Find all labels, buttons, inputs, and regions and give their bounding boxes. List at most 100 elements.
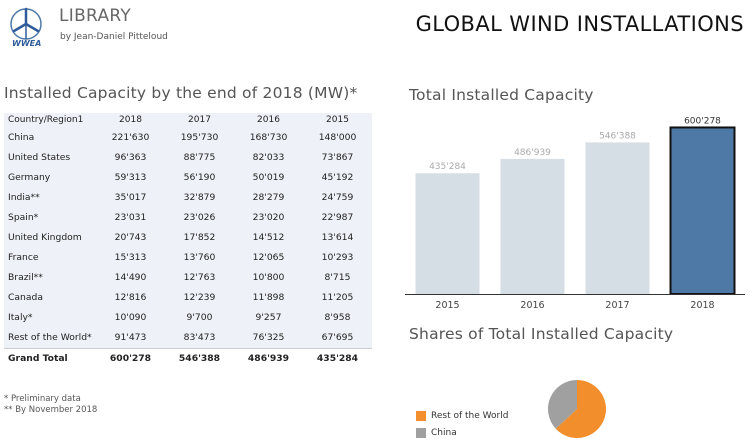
bar-value-label: 546'388 — [599, 131, 636, 141]
pie-chart-title: Shares of Total Installed Capacity — [409, 325, 674, 343]
x-tick-label: 2017 — [605, 300, 629, 311]
column-header-2018: 2018 — [119, 115, 142, 125]
row-label: Rest of the World* — [8, 332, 92, 344]
table-row: Spain* 23'031 23'026 23'020 22'987 — [4, 207, 372, 227]
cell-value: 221'630 — [111, 131, 150, 143]
cell-value: 96'363 — [114, 151, 147, 163]
capacity-share-pie-chart — [548, 380, 606, 438]
table-row: Brazil** 14'490 12'763 10'800 8'715 — [4, 268, 372, 288]
pie-legend: Rest of the World China — [416, 408, 508, 441]
bar-2015[interactable] — [415, 173, 480, 294]
cell-value: 13'614 — [321, 232, 354, 244]
table-row: Rest of the World* 91'473 83'473 76'325 67'6… — [4, 328, 372, 348]
cell-value: 15'313 — [114, 252, 147, 264]
row-label: Spain* — [8, 211, 39, 223]
cell-value: 76'325 — [252, 332, 285, 344]
cell-value: 12'763 — [183, 272, 216, 284]
cell-value: 13'760 — [183, 252, 216, 264]
cell-value: 45'192 — [321, 171, 354, 183]
column-header-2017: 2017 — [188, 115, 211, 125]
cell-value: 35'017 — [114, 191, 147, 203]
x-tick-label: 2016 — [520, 300, 544, 311]
bar-2018[interactable] — [669, 126, 736, 295]
cell-value: 20'743 — [114, 232, 147, 244]
row-label: India** — [8, 191, 40, 203]
table-row: China 221'630 195'730 168'730 148'000 — [4, 127, 372, 147]
cell-value: 8'715 — [324, 272, 351, 284]
cell-value: 14'512 — [252, 232, 285, 244]
row-label: France — [8, 252, 39, 264]
cell-value: 195'730 — [180, 131, 219, 143]
table-title: Installed Capacity by the end of 2018 (M… — [4, 84, 358, 102]
table-row: Germany 59'313 56'190 50'019 45'192 — [4, 167, 372, 187]
cell-value: 148'000 — [318, 131, 357, 143]
footnotes: * Preliminary data ** By November 2018 — [4, 394, 97, 416]
table-row: Canada 12'816 12'239 11'898 11'205 — [4, 288, 372, 308]
total-capacity-bar-chart: 435'284 2015 486'939 2016 546'388 2017 600'278… — [405, 116, 745, 311]
table-row: United States 96'363 88'775 82'033 73'867 — [4, 147, 372, 167]
cell-value: 435'284 — [303, 347, 372, 369]
cell-value: 23'031 — [114, 211, 147, 223]
cell-value: 10'293 — [321, 252, 354, 264]
cell-value: 17'852 — [183, 232, 216, 244]
footnote-november: ** By November 2018 — [4, 405, 98, 415]
cell-value: 82'033 — [252, 151, 285, 163]
bar-2017[interactable] — [585, 142, 650, 294]
cell-value: 73'867 — [321, 151, 354, 163]
x-tick-label: 2015 — [435, 300, 459, 311]
row-label: Italy* — [8, 312, 33, 324]
table-row: Italy* 10'090 9'700 9'257 8'958 — [4, 308, 372, 328]
legend-label-rest: Rest of the World — [431, 410, 509, 421]
bar-value-label: 435'284 — [429, 162, 466, 172]
library-title: LIBRARY — [59, 6, 132, 26]
wwea-logo: WWEA — [10, 7, 42, 48]
cell-value: 11'898 — [252, 292, 285, 304]
cell-value: 59'313 — [114, 171, 147, 183]
cell-value: 8'958 — [324, 312, 351, 324]
bar-chart-title: Total Installed Capacity — [409, 86, 594, 104]
cell-value: 24'759 — [321, 191, 354, 203]
bar-value-label: 600'278 — [684, 116, 721, 126]
legend-swatch-rest — [416, 410, 426, 421]
cell-value: 12'065 — [252, 252, 285, 264]
row-label: United Kingdom — [8, 232, 82, 244]
cell-value: 9'700 — [186, 312, 213, 324]
cell-value: 12'239 — [183, 292, 216, 304]
legend-swatch-china — [416, 427, 426, 438]
row-label: Germany — [8, 171, 51, 183]
bar-2016[interactable] — [500, 158, 565, 294]
cell-value: 56'190 — [183, 171, 216, 183]
cell-value: 10'090 — [114, 312, 147, 324]
row-label: Grand Total — [4, 347, 96, 369]
library-byline: by Jean-Daniel Pitteloud — [60, 32, 168, 42]
cell-value: 9'257 — [255, 312, 282, 324]
cell-value: 50'019 — [252, 171, 285, 183]
cell-value: 23'026 — [183, 211, 216, 223]
cell-value: 546'388 — [165, 347, 234, 369]
cell-value: 67'695 — [321, 332, 354, 344]
bar-value-label: 486'939 — [514, 148, 551, 158]
cell-value: 83'473 — [183, 332, 216, 344]
column-header-2015: 2015 — [326, 115, 349, 125]
cell-value: 28'279 — [252, 191, 285, 203]
cell-value: 11'205 — [321, 292, 354, 304]
capacity-table: Country/Region1 2018 2017 2016 2015 China 221… — [4, 113, 372, 369]
pie-slice-rest-of-the-world[interactable] — [555, 380, 606, 438]
cell-value: 23'020 — [252, 211, 285, 223]
cell-value: 600'278 — [96, 347, 165, 369]
cell-value: 32'879 — [183, 191, 216, 203]
cell-value: 22'987 — [321, 211, 354, 223]
footnote-preliminary: * Preliminary data — [4, 394, 81, 404]
cell-value: 88'775 — [183, 151, 216, 163]
row-label: Brazil** — [8, 272, 43, 284]
pie-slice-china[interactable] — [548, 380, 577, 429]
legend-item-china[interactable]: China — [416, 425, 508, 440]
table-row: India** 35'017 32'879 28'279 24'759 — [4, 187, 372, 207]
table-row: France 15'313 13'760 12'065 10'293 — [4, 248, 372, 268]
logo-text: WWEA — [12, 39, 41, 48]
cell-value: 91'473 — [114, 332, 147, 344]
table-row: United Kingdom 20'743 17'852 14'512 13'614 — [4, 227, 372, 247]
legend-label-china: China — [431, 427, 457, 438]
row-label: United States — [8, 151, 71, 163]
legend-item-rest-of-world[interactable]: Rest of the World — [416, 408, 508, 423]
